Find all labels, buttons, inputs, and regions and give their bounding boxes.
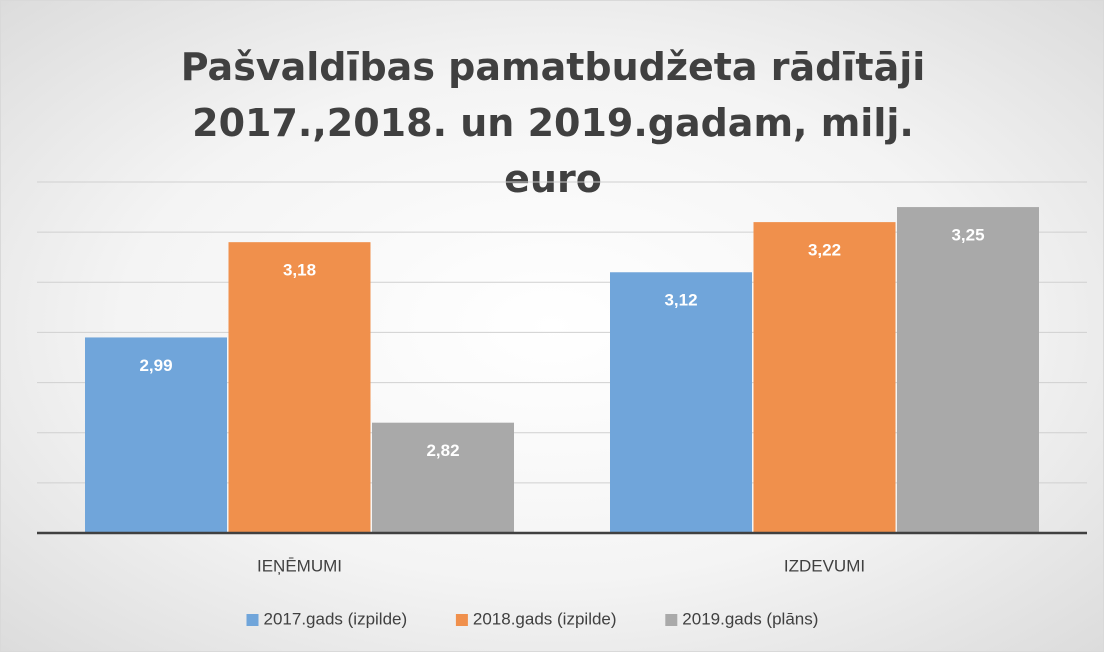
data-label: 3,18 [283,261,316,280]
data-label: 3,25 [951,226,984,245]
legend-swatch [455,614,468,626]
bar [85,337,227,533]
chart-title: Pašvaldības pamatbudžeta rādītāji 2017.,… [180,45,926,201]
bar [372,422,514,533]
data-label: 2,82 [426,441,459,460]
legend-label: 2018.gads (izpilde) [473,609,617,628]
x-tick-label: IEŅĒMUMI [257,556,342,575]
legend-label: 2017.gads (izpilde) [264,609,408,628]
bar [897,207,1039,534]
legend-swatch [246,614,259,626]
x-tick-label: IZDEVUMI [784,556,865,575]
legend-swatch [665,614,678,626]
data-label: 2,99 [139,356,172,375]
legend-label: 2019.gads (plāns) [682,609,818,628]
data-label: 3,22 [808,241,841,260]
data-label: 3,12 [664,291,697,310]
bar [610,272,752,533]
bar [753,222,896,533]
bar [228,242,371,533]
